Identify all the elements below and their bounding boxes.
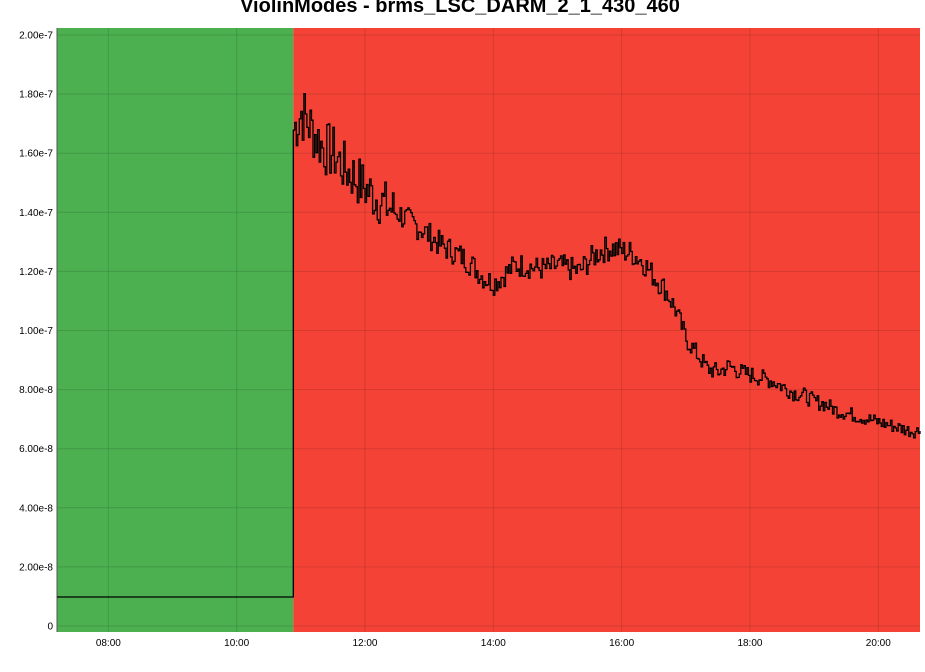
state-band-0 bbox=[57, 28, 294, 632]
y-tick-label: 6.00e-8 bbox=[19, 444, 53, 455]
series-line-group bbox=[57, 93, 921, 598]
data-point bbox=[717, 371, 718, 372]
data-point bbox=[514, 265, 515, 266]
data-point bbox=[707, 368, 708, 369]
data-point bbox=[610, 247, 611, 248]
data-point bbox=[685, 339, 686, 340]
data-point bbox=[493, 283, 494, 284]
data-point bbox=[57, 597, 58, 598]
data-point bbox=[920, 430, 921, 431]
data-point bbox=[461, 256, 462, 257]
data-point bbox=[643, 262, 644, 263]
data-point bbox=[814, 401, 815, 402]
data-point bbox=[439, 244, 440, 245]
data-point bbox=[568, 268, 569, 269]
data-point bbox=[578, 271, 579, 272]
x-axis-ticks: 08:00 10:00 12:00 14:00 16:00 18:00 20:00 bbox=[96, 638, 891, 649]
state-band-1 bbox=[293, 28, 920, 632]
y-tick-label: 1.40e-7 bbox=[19, 208, 53, 219]
data-point bbox=[728, 365, 729, 366]
y-tick-label: 1.60e-7 bbox=[19, 149, 53, 160]
data-point bbox=[621, 250, 622, 251]
x-tick-label: 16:00 bbox=[609, 638, 634, 649]
data-point bbox=[386, 206, 387, 207]
data-point bbox=[293, 129, 294, 130]
x-tick-label: 20:00 bbox=[866, 638, 891, 649]
data-point bbox=[653, 277, 654, 278]
data-point bbox=[354, 176, 355, 177]
data-point bbox=[632, 253, 633, 254]
x-tick-label: 18:00 bbox=[737, 638, 762, 649]
data-point bbox=[888, 425, 889, 426]
data-point bbox=[300, 111, 301, 112]
data-point bbox=[771, 380, 772, 381]
data-point bbox=[546, 268, 547, 269]
data-point bbox=[397, 212, 398, 213]
data-point bbox=[407, 221, 408, 222]
x-tick-label: 12:00 bbox=[352, 638, 377, 649]
data-point bbox=[557, 265, 558, 266]
chart-title: ViolinModes - brms_LSC_DARM_2_1_430_460 bbox=[240, 0, 680, 17]
data-point bbox=[899, 428, 900, 429]
data-point bbox=[760, 377, 761, 378]
data-point bbox=[364, 188, 365, 189]
data-point bbox=[867, 419, 868, 420]
state-bands bbox=[57, 28, 920, 632]
data-point bbox=[739, 371, 740, 372]
series-line bbox=[57, 93, 921, 598]
y-tick-label: 1.80e-7 bbox=[19, 90, 53, 101]
data-point bbox=[878, 422, 879, 423]
y-tick-label: 2.00e-8 bbox=[19, 562, 53, 573]
y-tick-label: 4.00e-8 bbox=[19, 503, 53, 514]
y-tick-label: 2.00e-7 bbox=[19, 31, 53, 42]
data-point bbox=[343, 167, 344, 168]
data-point bbox=[311, 129, 312, 130]
data-point bbox=[856, 416, 857, 417]
data-point bbox=[418, 227, 419, 228]
x-tick-label: 10:00 bbox=[224, 638, 249, 649]
data-point bbox=[835, 410, 836, 411]
data-point bbox=[525, 265, 526, 266]
data-point bbox=[749, 374, 750, 375]
data-point bbox=[482, 277, 483, 278]
y-tick-label: 1.00e-7 bbox=[19, 326, 53, 337]
data-point bbox=[322, 147, 323, 148]
data-point bbox=[664, 289, 665, 290]
data-point bbox=[536, 268, 537, 269]
y-axis-ticks: 0 2.00e-8 4.00e-8 6.00e-8 8.00e-8 1.00e-7 1.20… bbox=[19, 31, 53, 633]
data-point bbox=[589, 259, 590, 260]
data-point bbox=[803, 395, 804, 396]
data-point bbox=[600, 250, 601, 251]
grid-lines bbox=[56, 28, 920, 632]
x-tick-label: 14:00 bbox=[481, 638, 506, 649]
data-point bbox=[824, 404, 825, 405]
data-point bbox=[910, 430, 911, 431]
data-point bbox=[782, 386, 783, 387]
y-tick-label: 0 bbox=[47, 622, 53, 633]
data-point bbox=[792, 392, 793, 393]
data-point bbox=[504, 274, 505, 275]
y-tick-label: 8.00e-8 bbox=[19, 385, 53, 396]
data-point bbox=[696, 354, 697, 355]
data-point bbox=[471, 265, 472, 266]
data-point bbox=[332, 153, 333, 154]
y-tick-label: 1.20e-7 bbox=[19, 267, 53, 278]
x-tick-label: 08:00 bbox=[96, 638, 121, 649]
data-point bbox=[450, 250, 451, 251]
data-point bbox=[375, 197, 376, 198]
data-point bbox=[675, 309, 676, 310]
data-point bbox=[429, 235, 430, 236]
data-point bbox=[293, 597, 294, 598]
data-point bbox=[846, 413, 847, 414]
